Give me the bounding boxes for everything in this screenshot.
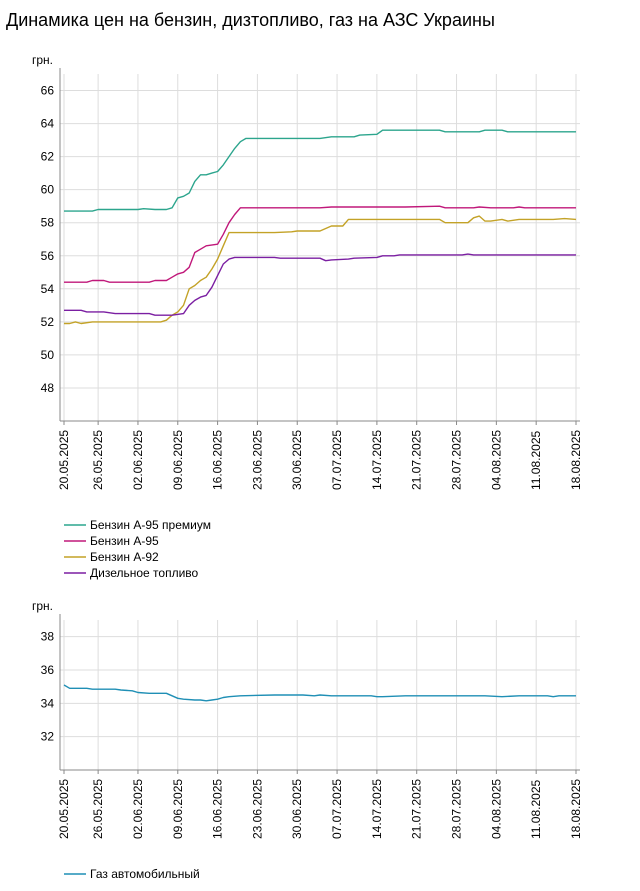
x-tick-label: 11.08.2025 bbox=[529, 780, 543, 839]
y-tick-label: 54 bbox=[41, 282, 55, 296]
x-tick-label: 28.07.2025 bbox=[450, 779, 464, 839]
x-tick-label: 30.06.2025 bbox=[290, 430, 304, 490]
gas-price-chart: 32 34 36 38 20.05.2025 26.05.2025 02.06.2025 09… bbox=[32, 599, 583, 881]
x-tick-label: 18.08.2025 bbox=[569, 430, 583, 490]
y-tick-label: 62 bbox=[41, 150, 55, 164]
y-tick-label: 64 bbox=[41, 117, 55, 131]
x-tick-label: 20.05.2025 bbox=[57, 430, 71, 490]
y-axis-unit-label: грн. bbox=[32, 599, 53, 613]
x-tick-label: 30.06.2025 bbox=[290, 779, 304, 839]
x-tick-label: 23.06.2025 bbox=[250, 430, 264, 490]
y-tick-label: 66 bbox=[41, 84, 55, 98]
series-line bbox=[64, 215, 577, 325]
x-tick-label: 09.06.2025 bbox=[171, 430, 185, 490]
x-tick-label: 02.06.2025 bbox=[131, 779, 145, 839]
legend-label: Бензин А-92 bbox=[90, 550, 159, 564]
y-tick-label: 50 bbox=[41, 348, 55, 362]
legend-label: Бензин А-95 премиум bbox=[90, 518, 211, 532]
x-tick-label: 07.07.2025 bbox=[330, 779, 344, 839]
x-tick-label: 28.07.2025 bbox=[450, 430, 464, 490]
page-title: Динамика цен на бензин, дизтопливо, газ … bbox=[6, 10, 495, 30]
y-tick-label: 48 bbox=[41, 381, 55, 395]
fuel-price-chart: 48 50 52 54 56 58 60 62 64 66 20.05.2025 26.05.2025… bbox=[32, 53, 583, 580]
x-tick-label: 14.07.2025 bbox=[370, 430, 384, 490]
y-tick-label: 58 bbox=[41, 216, 55, 230]
x-tick-label: 21.07.2025 bbox=[410, 430, 424, 490]
x-tick-label: 14.07.2025 bbox=[370, 779, 384, 839]
x-tick-label: 26.05.2025 bbox=[91, 779, 105, 839]
series-line bbox=[63, 684, 576, 702]
y-axis-unit-label: грн. bbox=[32, 53, 53, 67]
x-tick-label: 18.08.2025 bbox=[569, 779, 583, 839]
x-tick-label: 04.08.2025 bbox=[489, 430, 503, 490]
legend-label: Дизельное топливо bbox=[90, 566, 199, 580]
x-tick-label: 20.05.2025 bbox=[57, 779, 71, 839]
x-tick-label: 04.08.2025 bbox=[489, 779, 503, 839]
y-tick-label: 52 bbox=[41, 315, 55, 329]
series-line bbox=[64, 205, 576, 283]
y-tick-label: 60 bbox=[41, 183, 55, 197]
legend-label: Бензин А-95 bbox=[90, 534, 159, 548]
x-tick-label: 09.06.2025 bbox=[171, 779, 185, 839]
y-tick-label: 34 bbox=[41, 696, 55, 710]
x-tick-label: 16.06.2025 bbox=[211, 779, 225, 839]
y-tick-label: 36 bbox=[41, 663, 55, 677]
x-tick-label: 21.07.2025 bbox=[410, 779, 424, 839]
legend-label: Газ автомобильный bbox=[90, 867, 200, 881]
x-tick-label: 02.06.2025 bbox=[131, 430, 145, 490]
series-line bbox=[64, 129, 576, 212]
x-tick-label: 23.06.2025 bbox=[250, 779, 264, 839]
x-tick-label: 16.06.2025 bbox=[211, 430, 225, 490]
x-tick-label: 07.07.2025 bbox=[330, 430, 344, 490]
y-tick-label: 56 bbox=[41, 249, 55, 263]
y-tick-label: 32 bbox=[41, 730, 55, 744]
x-tick-label: 26.05.2025 bbox=[91, 430, 105, 490]
x-tick-label: 11.08.2025 bbox=[529, 431, 543, 490]
y-tick-label: 38 bbox=[41, 630, 55, 644]
series-line bbox=[64, 253, 576, 316]
